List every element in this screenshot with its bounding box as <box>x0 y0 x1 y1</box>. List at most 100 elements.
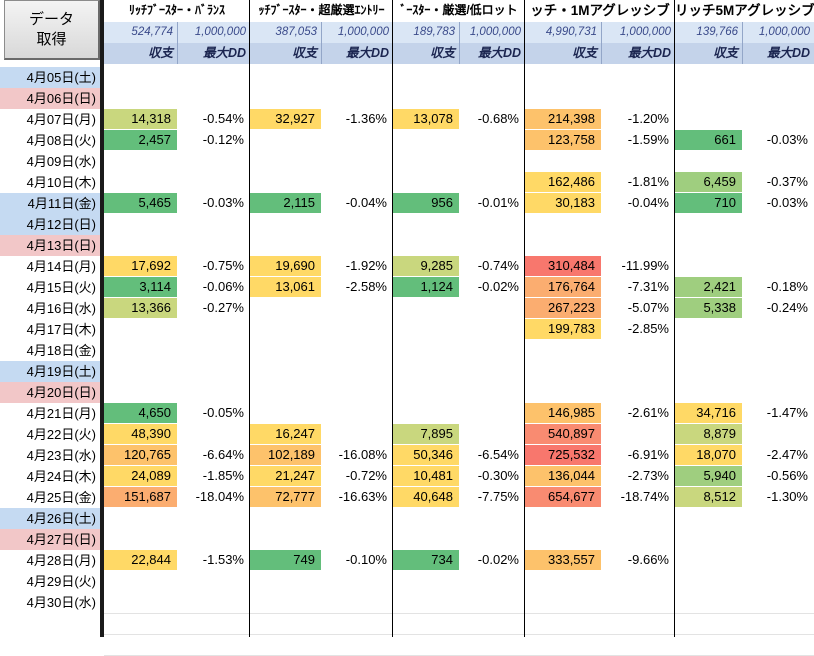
date-cell[interactable]: 4月06日(日) <box>0 88 100 109</box>
max-dd-cell[interactable]: -0.01% <box>477 195 519 210</box>
date-cell[interactable]: 4月29日(火) <box>26 574 96 589</box>
date-cell[interactable]: 4月20日(日) <box>0 382 100 403</box>
max-dd-cell[interactable]: -1.36% <box>345 111 387 126</box>
date-cell[interactable]: 4月14日(月) <box>26 259 96 274</box>
pnl-cell[interactable]: 6,459 <box>675 172 742 192</box>
pnl-cell[interactable]: 162,486 <box>525 172 601 192</box>
pnl-cell[interactable]: 749 <box>250 550 321 570</box>
max-dd-cell[interactable]: -6.64% <box>202 447 244 462</box>
pnl-cell[interactable]: 3,114 <box>104 277 177 297</box>
pnl-cell[interactable]: 4,650 <box>104 403 177 423</box>
pnl-cell[interactable]: 725,532 <box>525 445 601 465</box>
max-dd-cell[interactable]: -1.53% <box>202 552 244 567</box>
max-dd-cell[interactable]: -6.54% <box>477 447 519 462</box>
date-cell[interactable]: 4月11日(金) <box>0 193 100 214</box>
pnl-cell[interactable]: 8,879 <box>675 424 742 444</box>
date-cell[interactable]: 4月12日(日) <box>0 214 100 235</box>
date-cell[interactable]: 4月23日(水) <box>26 448 96 463</box>
date-cell[interactable]: 4月10日(木) <box>26 175 96 190</box>
pnl-cell[interactable]: 102,189 <box>250 445 321 465</box>
pnl-cell[interactable]: 50,346 <box>393 445 459 465</box>
max-dd-cell[interactable]: -0.27% <box>202 300 244 315</box>
max-dd-cell[interactable]: -1.20% <box>627 111 669 126</box>
pnl-cell[interactable]: 19,690 <box>250 256 321 276</box>
pnl-cell[interactable]: 5,465 <box>104 193 177 213</box>
max-dd-cell[interactable]: -2.58% <box>345 279 387 294</box>
pnl-cell[interactable]: 30,183 <box>525 193 601 213</box>
max-dd-cell[interactable]: -0.05% <box>202 405 244 420</box>
pnl-cell[interactable]: 214,398 <box>525 109 601 129</box>
pnl-cell[interactable]: 2,421 <box>675 277 742 297</box>
max-dd-cell[interactable]: -0.03% <box>766 195 808 210</box>
pnl-cell[interactable]: 2,115 <box>250 193 321 213</box>
max-dd-cell[interactable]: -16.63% <box>338 489 387 504</box>
max-dd-cell[interactable]: -0.74% <box>477 258 519 273</box>
max-dd-cell[interactable]: -18.74% <box>620 489 669 504</box>
max-dd-cell[interactable]: -9.66% <box>627 552 669 567</box>
max-dd-cell[interactable]: -0.24% <box>766 300 808 315</box>
date-cell[interactable]: 4月28日(月) <box>26 553 96 568</box>
pnl-cell[interactable]: 176,764 <box>525 277 601 297</box>
date-cell[interactable]: 4月16日(水) <box>26 301 96 316</box>
max-dd-cell[interactable]: -0.68% <box>477 111 519 126</box>
pnl-cell[interactable]: 661 <box>675 130 742 150</box>
max-dd-cell[interactable]: -0.37% <box>766 174 808 189</box>
pnl-cell[interactable]: 22,844 <box>104 550 177 570</box>
pnl-cell[interactable]: 956 <box>393 193 459 213</box>
date-cell[interactable]: 4月22日(火) <box>26 427 96 442</box>
date-cell[interactable]: 4月17日(木) <box>26 322 96 337</box>
pnl-cell[interactable]: 40,648 <box>393 487 459 507</box>
max-dd-cell[interactable]: -0.18% <box>766 279 808 294</box>
pnl-cell[interactable]: 16,247 <box>250 424 321 444</box>
max-dd-cell[interactable]: -0.12% <box>202 132 244 147</box>
max-dd-cell[interactable]: -2.47% <box>766 447 808 462</box>
max-dd-cell[interactable]: -0.10% <box>345 552 387 567</box>
date-cell[interactable]: 4月15日(火) <box>26 280 96 295</box>
fetch-data-button[interactable]: データ 取得 <box>4 0 100 60</box>
max-dd-cell[interactable]: -16.08% <box>338 447 387 462</box>
pnl-cell[interactable]: 48,390 <box>104 424 177 444</box>
pnl-cell[interactable]: 654,677 <box>525 487 601 507</box>
date-cell[interactable]: 4月07日(月) <box>26 112 96 127</box>
max-dd-cell[interactable]: -18.04% <box>195 489 244 504</box>
pnl-cell[interactable]: 24,089 <box>104 466 177 486</box>
max-dd-cell[interactable]: -2.61% <box>627 405 669 420</box>
pnl-cell[interactable]: 72,777 <box>250 487 321 507</box>
pnl-cell[interactable]: 540,897 <box>525 424 601 444</box>
pnl-cell[interactable]: 14,318 <box>104 109 177 129</box>
max-dd-cell[interactable]: -0.72% <box>345 468 387 483</box>
pnl-cell[interactable]: 151,687 <box>104 487 177 507</box>
date-cell[interactable]: 4月19日(土) <box>0 361 100 382</box>
date-cell[interactable]: 4月05日(土) <box>0 67 100 88</box>
date-cell[interactable]: 4月13日(日) <box>0 235 100 256</box>
date-cell[interactable]: 4月25日(金) <box>26 490 96 505</box>
max-dd-cell[interactable]: -0.02% <box>477 552 519 567</box>
pnl-cell[interactable]: 21,247 <box>250 466 321 486</box>
pnl-cell[interactable]: 18,070 <box>675 445 742 465</box>
max-dd-cell[interactable]: -0.30% <box>477 468 519 483</box>
date-cell[interactable]: 4月09日(水) <box>26 154 96 169</box>
pnl-cell[interactable]: 333,557 <box>525 550 601 570</box>
pnl-cell[interactable]: 32,927 <box>250 109 321 129</box>
max-dd-cell[interactable]: -2.85% <box>627 321 669 336</box>
pnl-cell[interactable]: 5,338 <box>675 298 742 318</box>
max-dd-cell[interactable]: -1.59% <box>627 132 669 147</box>
pnl-cell[interactable]: 199,783 <box>525 319 601 339</box>
max-dd-cell[interactable]: -1.92% <box>345 258 387 273</box>
max-dd-cell[interactable]: -1.85% <box>202 468 244 483</box>
max-dd-cell[interactable]: -5.07% <box>627 300 669 315</box>
max-dd-cell[interactable]: -0.02% <box>477 279 519 294</box>
max-dd-cell[interactable]: -0.03% <box>202 195 244 210</box>
max-dd-cell[interactable]: -7.75% <box>477 489 519 504</box>
pnl-cell[interactable]: 1,124 <box>393 277 459 297</box>
pnl-cell[interactable]: 710 <box>675 193 742 213</box>
date-cell[interactable]: 4月08日(火) <box>26 133 96 148</box>
max-dd-cell[interactable]: -6.91% <box>627 447 669 462</box>
pnl-cell[interactable]: 146,985 <box>525 403 601 423</box>
pnl-cell[interactable]: 310,484 <box>525 256 601 276</box>
max-dd-cell[interactable]: -1.30% <box>766 489 808 504</box>
max-dd-cell[interactable]: -0.04% <box>345 195 387 210</box>
pnl-cell[interactable]: 10,481 <box>393 466 459 486</box>
pnl-cell[interactable]: 2,457 <box>104 130 177 150</box>
max-dd-cell[interactable]: -0.03% <box>766 132 808 147</box>
